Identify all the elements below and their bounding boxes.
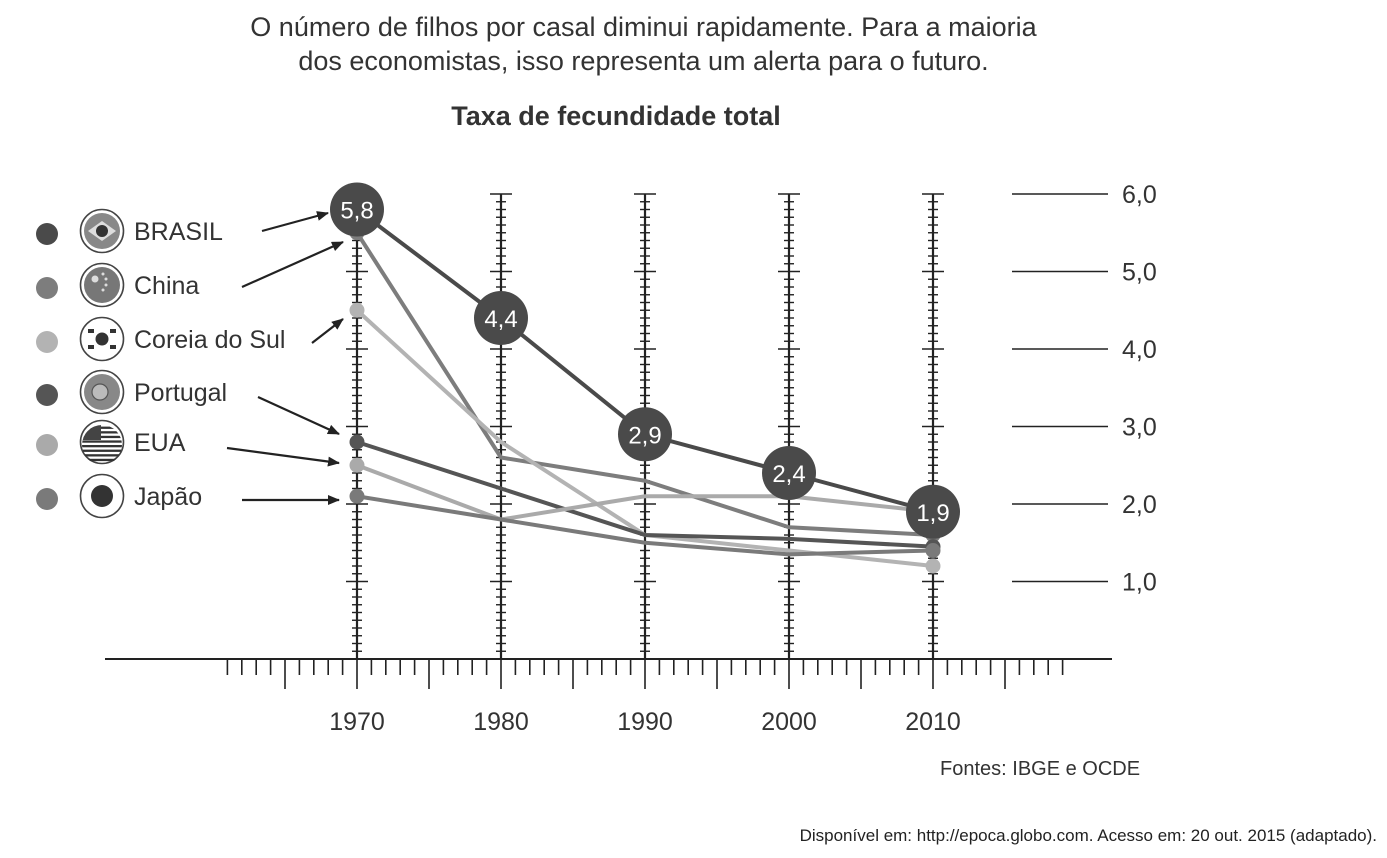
brasil-value-label-1970: 5,8	[340, 198, 373, 225]
flag-trigram	[110, 329, 116, 333]
china-flag-icon	[79, 262, 125, 308]
flag-stripe	[82, 458, 122, 462]
brasil-value-label-1990: 2,9	[628, 422, 661, 449]
x-tick-label-2010: 2010	[905, 708, 961, 736]
y-tick-label-2,0: 2,0	[1122, 491, 1157, 519]
y-tick-label-1,0: 1,0	[1122, 569, 1157, 597]
series-line-Japão	[356, 494, 934, 557]
legend-item-Japão: Japão	[36, 473, 202, 519]
point-Coreia do Sul-2010	[925, 558, 941, 574]
flag-sun	[91, 485, 113, 507]
legend-dot	[36, 434, 58, 456]
flag-star-small	[101, 288, 105, 292]
legend-label-BRASIL: BRASIL	[134, 218, 223, 246]
flag-taegeuk	[95, 332, 109, 346]
point-EUA-1970	[349, 457, 365, 473]
flag-stripe	[82, 449, 122, 452]
flag-trigram	[110, 345, 116, 349]
flag-stripe	[82, 431, 122, 434]
y-tick-label-4,0: 4,0	[1122, 336, 1157, 364]
brasil-value-label-2010: 1,9	[916, 500, 949, 527]
flag-trigram	[88, 329, 94, 333]
legend-pointer-arrow-Coreia do Sul	[311, 318, 344, 344]
flag-stripe	[82, 426, 122, 429]
brasil-bubble-1970	[330, 182, 384, 237]
flag-globe	[96, 225, 108, 237]
legend-dot	[36, 488, 58, 510]
intro-text: O número de filhos por casal diminui rap…	[0, 10, 1287, 78]
flag-stripe	[82, 440, 122, 443]
legend-dot	[36, 277, 58, 299]
y-tick-label-5,0: 5,0	[1122, 259, 1157, 287]
south-korea-flag-icon	[79, 316, 125, 362]
brasil-bubble-1990	[618, 407, 672, 462]
series-line-EUA	[356, 463, 934, 522]
legend-label-Coreia do Sul: Coreia do Sul	[134, 326, 285, 354]
series-line-China	[355, 231, 934, 537]
series-line-Portugal	[356, 440, 934, 549]
intro-line-2: dos economistas, isso representa um aler…	[298, 46, 989, 76]
legend-dot	[36, 384, 58, 406]
legend-item-BRASIL: BRASIL	[36, 208, 223, 254]
intro-line-1: O número de filhos por casal diminui rap…	[250, 12, 1037, 42]
brazil-flag-icon	[79, 208, 125, 254]
point-Portugal-1970	[349, 434, 365, 450]
y-tick-label-3,0: 3,0	[1122, 414, 1157, 442]
x-tick-label-2000: 2000	[761, 708, 817, 736]
flag-star-small	[104, 283, 108, 287]
citation-note: Disponível em: http://epoca.globo.com. A…	[799, 826, 1377, 845]
x-tick-label-1990: 1990	[617, 708, 673, 736]
flag-stripe	[82, 454, 122, 457]
legend-pointer-arrow-EUA	[226, 446, 340, 467]
flag-star-small	[104, 277, 108, 281]
portugal-flag-icon	[79, 369, 125, 415]
legend-dot	[36, 223, 58, 245]
legend-label-EUA: EUA	[134, 429, 186, 457]
flag-sphere	[91, 383, 109, 401]
flag-trigram	[88, 345, 94, 349]
japan-flag-icon	[79, 473, 125, 519]
x-tick-label-1980: 1980	[473, 708, 529, 736]
legend-pointer-arrow-China	[241, 240, 344, 289]
x-tick-label-1970: 1970	[329, 708, 385, 736]
brasil-value-label-1980: 4,4	[484, 306, 517, 333]
usa-flag-icon	[79, 419, 125, 465]
flag-stripe	[82, 435, 122, 439]
chart-title: Taxa de fecundidade total	[451, 101, 781, 131]
brasil-value-label-2000: 2,4	[772, 461, 805, 488]
brasil-bubble-1980	[474, 291, 528, 345]
legend-pointer-arrow-BRASIL	[261, 211, 329, 233]
legend-item-China: China	[36, 262, 199, 308]
flag-stripe	[82, 445, 122, 448]
flag-field	[84, 267, 120, 303]
flag-star	[91, 275, 99, 283]
legend-item-EUA: EUA	[36, 419, 186, 465]
point-Coreia do Sul-1970	[349, 302, 365, 318]
legend-label-Japão: Japão	[134, 483, 202, 511]
legend-item-Portugal: Portugal	[36, 369, 227, 415]
point-Japão-1970	[349, 488, 365, 504]
legend-label-Portugal: Portugal	[134, 379, 227, 407]
flag-star-small	[101, 272, 105, 276]
point-Japão-2010	[925, 543, 941, 558]
legend-item-Coreia do Sul: Coreia do Sul	[36, 316, 285, 362]
legend-label-China: China	[134, 272, 199, 300]
y-tick-label-6,0: 6,0	[1122, 181, 1157, 209]
brasil-bubble-2010	[906, 484, 960, 539]
legend-dot	[36, 331, 58, 353]
legend-pointer-arrow-Portugal	[257, 395, 340, 436]
brasil-bubble-2000	[762, 446, 816, 500]
source-note: Fontes: IBGE e OCDE	[940, 758, 1141, 780]
